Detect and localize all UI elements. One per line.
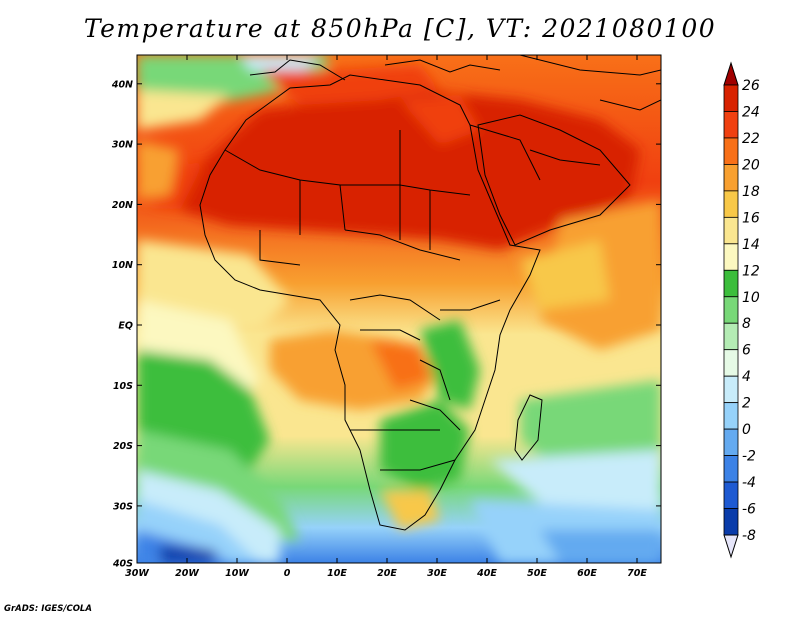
colorbar-label: -8 [742,528,756,544]
y-tick-label: 40S [112,559,133,570]
x-axis-labels: 30W 20W 10W 0 10E 20E 30E 40E 50E 60E 70E [125,568,647,579]
x-tick-label: 20E [377,568,397,579]
x-tick-label: 20W [175,568,199,579]
colorbar-swatch [723,164,739,192]
colorbar-label: 12 [742,263,760,279]
x-tick-label: 0 [284,568,291,579]
x-tick-label: 30W [125,568,149,579]
colorbar-swatch [723,508,739,536]
coastlines [199,55,661,531]
colorbar-swatch [723,137,739,165]
colorbar-label: 18 [742,184,760,200]
colorbar-swatch [723,402,739,430]
x-tick-label: 70E [627,568,647,579]
x-tick-label: 10E [327,568,347,579]
colorbar-swatch [723,243,739,271]
colorbar-label: 16 [742,210,760,226]
y-tick-label: 30S [113,501,133,512]
colorbar-swatch [723,84,739,112]
colorbar-label: 14 [742,237,760,253]
y-tick-label: 20S [113,441,133,452]
colorbar-swatch [723,322,739,351]
temperature-field [137,55,661,563]
axis-ticks [136,55,661,564]
colorbar-label: 24 [742,104,760,120]
colorbar-label: 4 [742,369,751,385]
colorbar-swatch [723,481,739,509]
colorbar-swatch [723,455,739,483]
colorbar-swatch [723,111,739,139]
x-tick-label: 40E [476,568,497,579]
colorbar-swatch [723,190,739,218]
colorbar-label: 26 [742,78,760,94]
colorbar-swatch [723,349,739,377]
y-tick-label: EQ [118,321,133,332]
colorbar-swatch [723,428,739,456]
colorbar-label: 22 [742,131,760,147]
grads-credit: GrADS: IGES/COLA [4,604,92,614]
y-axis-labels: 40N 30N 20N 10N EQ 10S 20S 30S 40S [111,79,133,569]
colorbar-swatch [723,216,739,245]
colorbar-swatch [723,269,739,298]
x-tick-label: 30E [427,568,447,579]
plot-frame [136,54,662,564]
colorbar-label: 10 [742,290,760,306]
colorbar-swatch [723,296,739,324]
x-tick-label: 50E [527,568,547,579]
y-tick-label: 40N [111,79,133,90]
y-tick-label: 10S [113,381,133,392]
colorbar-label: -6 [742,502,756,518]
y-tick-label: 20N [112,200,133,211]
colorbar-label: 8 [742,316,751,332]
x-tick-label: 60E [577,568,597,579]
map-title: Temperature at 850hPa [C], VT: 202108010… [83,14,717,43]
colorbar-label: -4 [742,475,756,491]
colorbar-max-triangle [723,61,739,86]
colorbar-label: 6 [742,343,751,359]
colorbar-min-triangle [723,534,739,559]
colorbar-label: 2 [742,396,751,412]
y-tick-label: 30N [112,140,133,151]
colorbar-swatch [723,375,739,404]
x-tick-label: 10W [225,568,249,579]
y-tick-label: 10N [112,260,133,271]
colorbar-label: 20 [742,157,760,173]
colorbar-label: -2 [742,449,756,465]
colorbar-label: 0 [742,422,751,438]
